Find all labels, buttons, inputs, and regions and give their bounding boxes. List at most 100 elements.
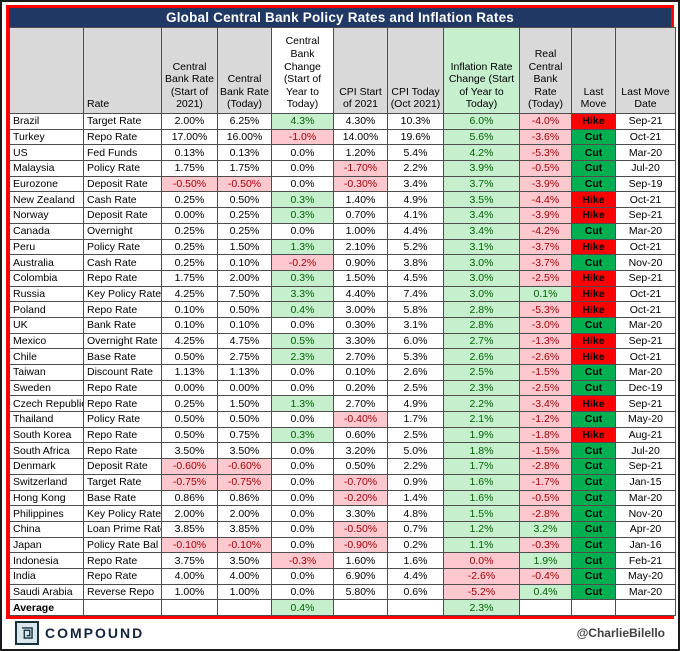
cell-cb-change: 2.3% <box>271 348 334 365</box>
cell-rate: Policy Rate <box>83 160 162 177</box>
header-cb-change: Central Bank Change (Start of Year to To… <box>271 27 334 114</box>
average-inflation-change: 2.3% <box>443 599 520 616</box>
cell-cb-rate-start: 0.86% <box>161 489 218 507</box>
cell-cb-rate-today: 0.00% <box>217 379 272 397</box>
cell-rate: Target Rate <box>83 473 162 491</box>
cell-last-move-date: Sep-21 <box>615 269 676 287</box>
cell-country: South Africa <box>9 442 84 460</box>
cell-inflation-change: 4.2% <box>443 144 520 162</box>
cell-cb-rate-today: 0.50% <box>217 411 272 428</box>
cell-cpi-start: 1.00% <box>333 222 388 240</box>
cell-rate: Overnight Rate <box>83 332 162 350</box>
cell-rate: Repo Rate <box>83 128 162 146</box>
cell-cpi-today: 3.4% <box>387 175 444 193</box>
cell-last-move: Hike <box>571 348 616 365</box>
cell-cb-rate-today: 0.50% <box>217 301 272 318</box>
cell-rate: Repo Rate <box>83 269 162 287</box>
cell-real-cb-rate: -4.2% <box>519 222 572 240</box>
twitter-handle: @CharlieBilello <box>576 625 665 640</box>
cell-last-move: Cut <box>571 411 616 428</box>
cell-cpi-today: 4.1% <box>387 207 444 224</box>
cell-cb-rate-start: 0.10% <box>161 316 218 334</box>
cell-last-move-date: Apr-20 <box>615 520 676 538</box>
cell-real-cb-rate: -2.5% <box>519 269 572 287</box>
cell-cb-rate-today: 0.75% <box>217 426 272 444</box>
cell-last-move-date: Mar-20 <box>615 316 676 334</box>
cell-cb-rate-start: 0.25% <box>161 222 218 240</box>
cell-cpi-start: 0.60% <box>333 426 388 444</box>
average-label: Average <box>9 599 84 616</box>
cell-inflation-change: 1.8% <box>443 442 520 460</box>
cell-last-move: Cut <box>571 364 616 381</box>
cell-last-move-date: Nov-20 <box>615 505 676 522</box>
cell-last-move: Hike <box>571 332 616 350</box>
cell-cpi-start: 0.20% <box>333 379 388 397</box>
cell-real-cb-rate: -4.4% <box>519 191 572 209</box>
table-row: Chile Base Rate 0.50% 2.75% 2.3% 2.70% 5.3% 2.6… <box>9 348 676 365</box>
cell-last-move-date: May-20 <box>615 567 676 585</box>
cell-cpi-start: 3.30% <box>333 332 388 350</box>
cell-last-move-date: Oct-21 <box>615 128 676 146</box>
empty-cell <box>217 599 272 616</box>
cell-cb-rate-start: -0.75% <box>161 473 218 491</box>
header-inflation-change: Inflation Rate Change (Start of Year to … <box>443 27 520 114</box>
cell-inflation-change: 1.6% <box>443 489 520 507</box>
cell-rate: Loan Prime Rate <box>83 520 162 538</box>
header-cpi-start: CPI Start of 2021 <box>333 27 388 114</box>
average-cb-change: 0.4% <box>271 599 334 616</box>
cell-last-move-date: Jul-20 <box>615 160 676 177</box>
cell-last-move-date: Oct-21 <box>615 285 676 303</box>
cell-cpi-start: 2.70% <box>333 348 388 365</box>
cell-last-move-date: Jan-15 <box>615 473 676 491</box>
cell-cb-rate-today: 2.00% <box>217 269 272 287</box>
cell-real-cb-rate: -1.2% <box>519 411 572 428</box>
cell-last-move-date: Oct-21 <box>615 301 676 318</box>
cell-last-move-date: Dec-19 <box>615 379 676 397</box>
cell-cpi-start: 0.70% <box>333 207 388 224</box>
cell-real-cb-rate: -1.5% <box>519 442 572 460</box>
cell-cb-rate-today: 4.75% <box>217 332 272 350</box>
cell-real-cb-rate: -5.3% <box>519 301 572 318</box>
cell-real-cb-rate: -3.7% <box>519 238 572 256</box>
cell-cpi-start: 3.30% <box>333 505 388 522</box>
cell-cb-change: 0.3% <box>271 269 334 287</box>
cell-cpi-start: -0.30% <box>333 175 388 193</box>
cell-cpi-start: -0.20% <box>333 489 388 507</box>
cell-inflation-change: 2.3% <box>443 379 520 397</box>
cell-cb-rate-start: 0.13% <box>161 144 218 162</box>
cell-cpi-today: 3.8% <box>387 254 444 271</box>
cell-cpi-today: 5.2% <box>387 238 444 256</box>
cell-cb-rate-start: 0.50% <box>161 348 218 365</box>
cell-cb-rate-start: 4.25% <box>161 332 218 350</box>
cell-country: Canada <box>9 222 84 240</box>
table-row: Australia Cash Rate 0.25% 0.10% -0.2% 0.90% 3.… <box>9 254 676 271</box>
cell-cpi-today: 3.1% <box>387 316 444 334</box>
table-row: New Zealand Cash Rate 0.25% 0.50% 0.3% 1.40% 4… <box>9 191 676 209</box>
cell-cb-change: 0.5% <box>271 332 334 350</box>
cell-cb-rate-today: 0.25% <box>217 222 272 240</box>
cell-last-move: Cut <box>571 379 616 397</box>
cell-country: Sweden <box>9 379 84 397</box>
cell-cpi-today: 5.4% <box>387 144 444 162</box>
cell-cpi-start: 0.90% <box>333 254 388 271</box>
cell-cb-change: 0.0% <box>271 442 334 460</box>
header-rate: Rate <box>83 27 162 114</box>
cell-cpi-start: 6.90% <box>333 567 388 585</box>
cell-cb-change: -0.3% <box>271 552 334 569</box>
cell-inflation-change: 1.5% <box>443 505 520 522</box>
cell-last-move-date: Oct-21 <box>615 191 676 209</box>
table-row: South Korea Repo Rate 0.50% 0.75% 0.3% 0.60% 2… <box>9 426 676 444</box>
cell-last-move: Cut <box>571 442 616 460</box>
cell-cb-rate-start: 0.00% <box>161 379 218 397</box>
cell-cpi-today: 0.6% <box>387 583 444 601</box>
cell-cpi-start: 0.10% <box>333 364 388 381</box>
header-cb-rate-today: Central Bank Rate (Today) <box>217 27 272 114</box>
cell-last-move: Cut <box>571 175 616 193</box>
cell-real-cb-rate: -1.7% <box>519 473 572 491</box>
cell-cb-rate-start: 0.10% <box>161 301 218 318</box>
cell-cb-change: 0.0% <box>271 160 334 177</box>
cell-real-cb-rate: -4.0% <box>519 113 572 130</box>
cell-rate: Cash Rate <box>83 191 162 209</box>
cell-cb-rate-start: 4.00% <box>161 567 218 585</box>
